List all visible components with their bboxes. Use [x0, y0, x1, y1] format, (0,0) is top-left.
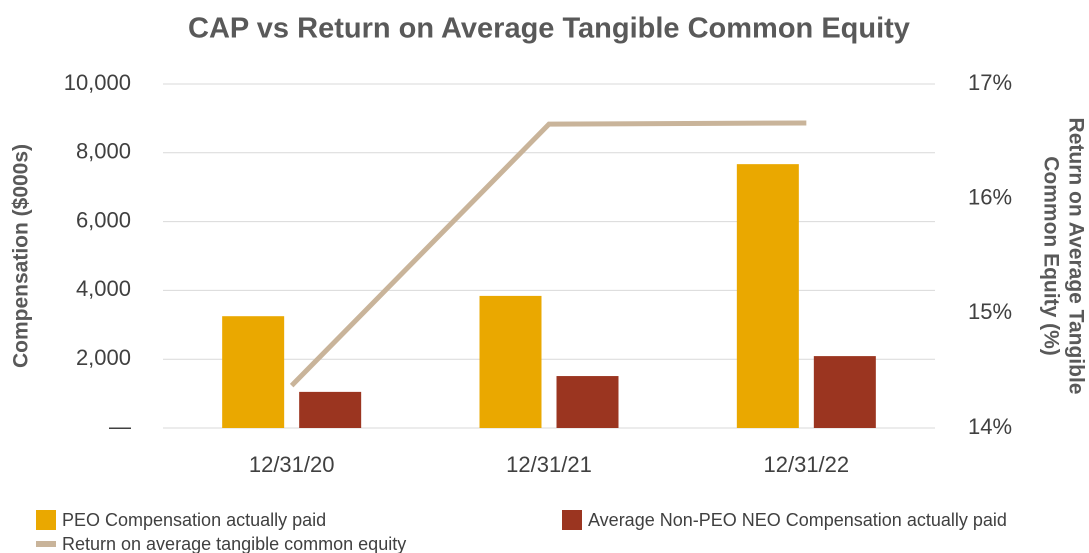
x-tick-label: 12/31/22 [764, 452, 850, 477]
bar [736, 164, 799, 429]
line [289, 120, 807, 388]
y-tick-label: 8,000 [76, 139, 131, 164]
x-tick-label: 12/31/21 [506, 452, 592, 477]
legend-label: Return on average tangible common equity [62, 534, 406, 553]
y-tick-label: 4,000 [76, 276, 131, 301]
chart-title: CAP vs Return on Average Tangible Common… [188, 13, 910, 45]
y-axis-label: Compensation ($000s) [10, 144, 33, 368]
bar [299, 391, 362, 428]
y2-axis-label: Common Equity (%) [1039, 156, 1062, 356]
bar [479, 295, 542, 428]
legend-swatch [36, 510, 56, 530]
y2-tick-label: 15% [968, 299, 1012, 324]
y-tick-label: — [109, 414, 131, 439]
x-tick-label: 12/31/20 [249, 452, 335, 477]
y2-tick-label: 16% [968, 184, 1012, 209]
bar [813, 356, 876, 428]
bar [222, 316, 285, 428]
legend-swatch [562, 510, 582, 530]
y2-tick-label: 14% [968, 414, 1012, 439]
legend-label: Average Non-PEO NEO Compensation actuall… [588, 510, 1007, 530]
y-tick-label: 6,000 [76, 207, 131, 232]
legend-swatch [36, 541, 56, 547]
y-tick-label: 10,000 [64, 70, 131, 95]
y2-axis-label: Return on Average Tangible [1064, 118, 1087, 395]
y-tick-label: 2,000 [76, 345, 131, 370]
legend-label: PEO Compensation actually paid [62, 510, 326, 530]
y2-tick-label: 17% [968, 70, 1012, 95]
bar [556, 376, 619, 428]
